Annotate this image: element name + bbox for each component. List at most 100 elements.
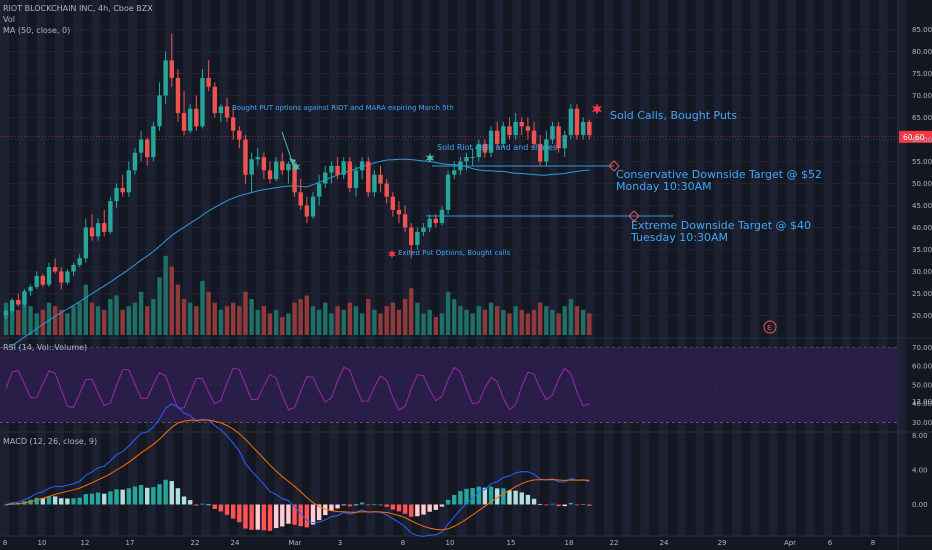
volume-bar (310, 306, 316, 335)
candle-body (206, 77, 211, 87)
candle-body (157, 95, 162, 127)
candle-body (329, 165, 334, 173)
candle-body (452, 170, 457, 175)
session-stripe (329, 0, 339, 536)
rsi-tick-label: 70.00 (912, 344, 932, 352)
macd-histogram-bar (488, 486, 494, 505)
price-tick-label: 50.00 (912, 180, 932, 188)
macd-histogram-bar (501, 488, 506, 505)
time-tick-label: 8 (401, 539, 405, 547)
macd-histogram-bar (531, 498, 537, 505)
volume-bar (286, 313, 291, 335)
candle-body (359, 161, 365, 171)
macd-histogram-bar (206, 504, 211, 506)
macd-histogram-bar (200, 503, 205, 505)
volume-bar (513, 306, 518, 335)
session-stripe (420, 0, 430, 536)
volume-bar (495, 306, 500, 335)
candle-body (175, 77, 181, 114)
session-stripe (109, 0, 119, 536)
time-tick-label: 15 (507, 539, 516, 547)
candle-body (464, 157, 469, 162)
macd-histogram-bar (396, 504, 402, 512)
macd-histogram-bar (212, 504, 217, 509)
earnings-marker-label: E (767, 324, 771, 332)
price-tick-label: 85.00 (912, 26, 932, 34)
macd-histogram-bar (280, 504, 285, 527)
candle-body (267, 170, 273, 180)
session-stripe (256, 0, 266, 536)
extreme-target-line2: Tuesday 10:30AM (631, 231, 728, 244)
macd-histogram-bar (359, 502, 365, 505)
annotation-exited-put: Exited Put Options, Bought calls (398, 249, 511, 257)
macd-histogram-bar (316, 504, 322, 521)
macd-histogram-bar (550, 503, 555, 505)
macd-histogram-bar (366, 504, 371, 506)
candle-body (316, 183, 322, 197)
macd-histogram-bar (114, 489, 119, 505)
session-stripe (164, 0, 174, 536)
session-stripe (713, 0, 723, 536)
macd-histogram-bar (243, 504, 248, 529)
rsi-line (5, 366, 590, 411)
macd-signal-line (5, 419, 590, 531)
macd-histogram-bar (218, 504, 224, 512)
candle-body (384, 183, 389, 197)
macd-histogram-bar (52, 496, 58, 505)
candle-body (445, 174, 451, 210)
session-stripe (457, 0, 467, 536)
price-tick-label: 70.00 (912, 92, 932, 100)
macd-tick-label: 0.00 (912, 501, 928, 509)
volume-bar (476, 306, 481, 335)
macd-histogram-bar (341, 504, 346, 506)
conservative-target-marker (608, 160, 620, 172)
session-stripe (677, 0, 687, 536)
volume-bar (347, 302, 353, 335)
session-stripe (18, 0, 28, 536)
candle-body (65, 271, 70, 283)
candle-body (114, 187, 119, 202)
macd-histogram-bar (224, 504, 230, 515)
session-stripe (201, 0, 211, 536)
session-stripe (0, 0, 10, 536)
macd-histogram-bar (83, 494, 89, 505)
macd-histogram-bar (482, 487, 488, 505)
volume-bar (452, 299, 457, 335)
macd-histogram-bar (132, 486, 138, 505)
rsi-tick-label: 30.00 (912, 419, 932, 427)
earnings-marker (763, 320, 777, 334)
volume-bar (9, 306, 15, 335)
macd-histogram-bar (421, 504, 426, 515)
macd-histogram-bar (525, 494, 531, 505)
session-stripe (640, 0, 650, 536)
volume-bar (194, 306, 199, 335)
volume-bar (102, 309, 107, 335)
candle-body (396, 209, 402, 215)
price-tick-label: 65.00 (912, 114, 932, 122)
candle-body (574, 108, 580, 136)
conservative-target-line2: Monday 10:30AM (616, 180, 712, 193)
macd-histogram-bar (587, 504, 592, 506)
volume-bar (556, 313, 561, 335)
macd-histogram-bar (304, 504, 310, 528)
volume-bar (519, 309, 524, 335)
time-tick-label: 6 (828, 539, 833, 547)
volume-bar (151, 299, 156, 335)
volume-bar (415, 302, 420, 335)
session-stripe (475, 0, 485, 536)
volume-bar (525, 313, 531, 335)
macd-histogram-bar (433, 504, 438, 510)
candle-body (415, 231, 420, 246)
session-stripe (896, 0, 906, 536)
volume-bar (40, 309, 46, 335)
volume-bar (46, 302, 52, 335)
volume-bar (126, 306, 131, 335)
macd-histogram-bar (335, 504, 340, 509)
session-stripe (73, 0, 83, 536)
macd-histogram-bar (230, 504, 236, 519)
time-tick-label: 22 (191, 539, 200, 547)
candle-body (562, 135, 567, 149)
macd-histogram-bar (40, 498, 46, 505)
candle-body (194, 108, 199, 127)
